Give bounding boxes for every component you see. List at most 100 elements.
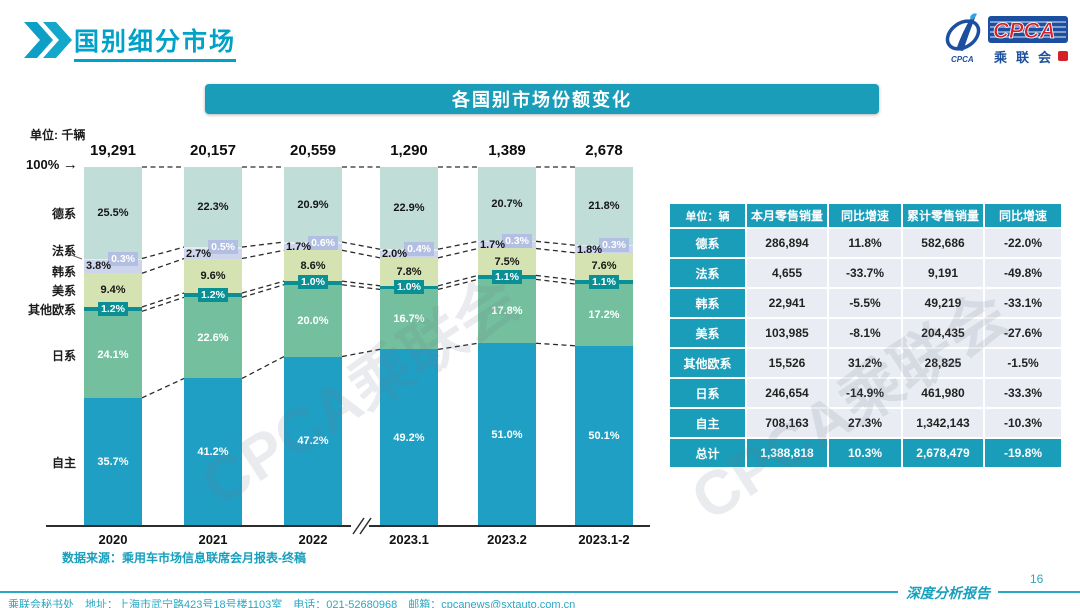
table-row-header: 美系	[670, 319, 745, 347]
table-cell: 204,435	[903, 319, 983, 347]
segment-badge: 1.2%	[98, 301, 128, 316]
segment-value-label: 22.9%	[393, 202, 425, 215]
segment-value-label: 20.0%	[297, 314, 329, 327]
table-cell: 2,678,479	[903, 439, 983, 467]
chart-series-label: 其他欧系	[27, 303, 76, 318]
footer-contact: 乘联会秘书处 地址：上海市武宁路423号18号楼1103室 电话：021-526…	[8, 599, 576, 608]
segment-value-label: 21.8%	[588, 200, 620, 213]
segment-badge: 0.4%	[404, 242, 434, 257]
table-cell: -8.1%	[829, 319, 901, 347]
table-header-cell: 本月零售销量	[747, 204, 827, 227]
segment-value-label: 1.0%	[380, 280, 438, 295]
bar-total-value: 20,559	[290, 142, 336, 159]
table-row: 其他欧系 15,526 31.2% 28,825 -1.5%	[670, 349, 1061, 377]
segment-value-label: 1.7%	[480, 239, 506, 252]
segment-value-label: 1.8%	[577, 243, 603, 256]
page-title: 国别细分市场	[74, 22, 237, 62]
segment-badge: 1.1%	[589, 274, 619, 289]
segment-value-label: 1.1%	[478, 269, 536, 284]
table-cell: 28,825	[903, 349, 983, 377]
table-cell: -27.6%	[985, 319, 1061, 347]
country-retail-table: 单位：辆 本月零售销量 同比增速 累计零售销量 同比增速 德系 286,894 11.8% 5…	[668, 202, 1063, 469]
segment-value-label: 3.8%	[86, 260, 112, 273]
right-arrow-icon: →	[62, 156, 78, 173]
segment-badge: 0.3%	[502, 234, 532, 249]
x-axis-label: 2023.1	[389, 532, 429, 547]
cpca-logo: CPCA CPCA 乘联会	[945, 13, 1068, 65]
table-row-header: 日系	[670, 379, 745, 407]
segment-value-label: 1.0%	[284, 275, 342, 290]
segment-value-label: 9.4%	[100, 284, 126, 297]
logo-cpca-text: CPCA	[993, 18, 1055, 43]
table-row: 自主 708,163 27.3% 1,342,143 -10.3%	[670, 409, 1061, 437]
segment-value-label: 25.5%	[97, 206, 129, 219]
table-row: 法系 4,655 -33.7% 9,191 -49.8%	[670, 259, 1061, 287]
table-row: 美系 103,985 -8.1% 204,435 -27.6%	[670, 319, 1061, 347]
segment-value-label: 20.7%	[491, 198, 523, 211]
bar-segment	[84, 397, 142, 526]
segment-badge: 1.1%	[492, 269, 522, 284]
bar-segment	[84, 311, 142, 398]
table-cell: 9,191	[903, 259, 983, 287]
table-cell: -49.8%	[985, 259, 1061, 287]
table-cell: -33.3%	[985, 379, 1061, 407]
page-number: 16	[1030, 572, 1044, 586]
section-banner: 各国别市场份额变化	[205, 84, 879, 114]
x-axis-label: 2023.2	[487, 532, 527, 547]
table-row-header: 其他欧系	[670, 349, 745, 377]
segment-value-label: 47.2%	[297, 435, 329, 448]
segment-badge: 0.3%	[108, 251, 138, 266]
segment-value-label: 50.1%	[588, 429, 620, 442]
segment-value-label: 22.6%	[197, 331, 229, 344]
segment-value-label: 2.0%	[382, 248, 408, 261]
table-cell: 286,894	[747, 229, 827, 257]
bar-segment	[284, 356, 342, 526]
segment-badge: 0.3%	[599, 238, 629, 253]
segment-value-label: 49.2%	[393, 431, 425, 444]
chart-series-label: 自主	[51, 455, 76, 470]
segment-value-label: 17.8%	[491, 305, 523, 318]
table-row-header: 自主	[670, 409, 745, 437]
segment-badge: 1.0%	[298, 275, 328, 290]
segment-value-label: 16.7%	[393, 313, 425, 326]
table-cell: 10.3%	[829, 439, 901, 467]
table-header-cell: 单位：辆	[670, 204, 745, 227]
x-axis-label: 2020	[98, 532, 128, 547]
double-chevron-icon	[24, 22, 72, 58]
chart-series-label: 法系	[51, 244, 76, 259]
segment-value-label: 1.1%	[575, 274, 633, 289]
logo-caption: CPCA	[951, 55, 974, 64]
chart-unit-label: 单位: 千辆	[30, 128, 86, 142]
table-cell: -33.7%	[829, 259, 901, 287]
table-row: 德系 286,894 11.8% 582,686 -22.0%	[670, 229, 1061, 257]
table-cell: -19.8%	[985, 439, 1061, 467]
table-header-cell: 同比增速	[829, 204, 901, 227]
segment-badge: 0.5%	[208, 240, 238, 255]
table-cell: 31.2%	[829, 349, 901, 377]
x-axis-label: 2023.1-2	[578, 532, 630, 547]
segment-value-label: 51.0%	[491, 428, 523, 441]
bar-segment	[284, 284, 342, 357]
bar-segment	[575, 284, 633, 346]
table-row-header: 韩系	[670, 289, 745, 317]
bar-segment	[184, 258, 242, 293]
segment-value-label: 1.2%	[184, 287, 242, 302]
segment-value-label: 9.6%	[200, 269, 226, 282]
segment-value-label: 35.7%	[97, 455, 129, 468]
bar-segment	[84, 167, 142, 259]
bar-segment	[478, 279, 536, 344]
segment-value-label: 0.3%	[575, 238, 629, 253]
bar-segment	[84, 273, 142, 307]
table-header-cell: 同比增速	[985, 204, 1061, 227]
table-row-header: 法系	[670, 259, 745, 287]
logo-cn-text: 乘联会	[993, 50, 1060, 65]
bar-total-value: 1,290	[390, 142, 428, 159]
segment-value-label: 41.2%	[197, 446, 229, 459]
segment-value-label: 7.8%	[396, 265, 422, 278]
report-type-label: 深度分析报告	[898, 583, 998, 603]
bar-segment	[380, 349, 438, 526]
segment-value-label: 0.5%	[184, 240, 238, 255]
bar-total-value: 19,291	[90, 142, 136, 159]
cpca-swoosh-icon	[945, 13, 981, 51]
